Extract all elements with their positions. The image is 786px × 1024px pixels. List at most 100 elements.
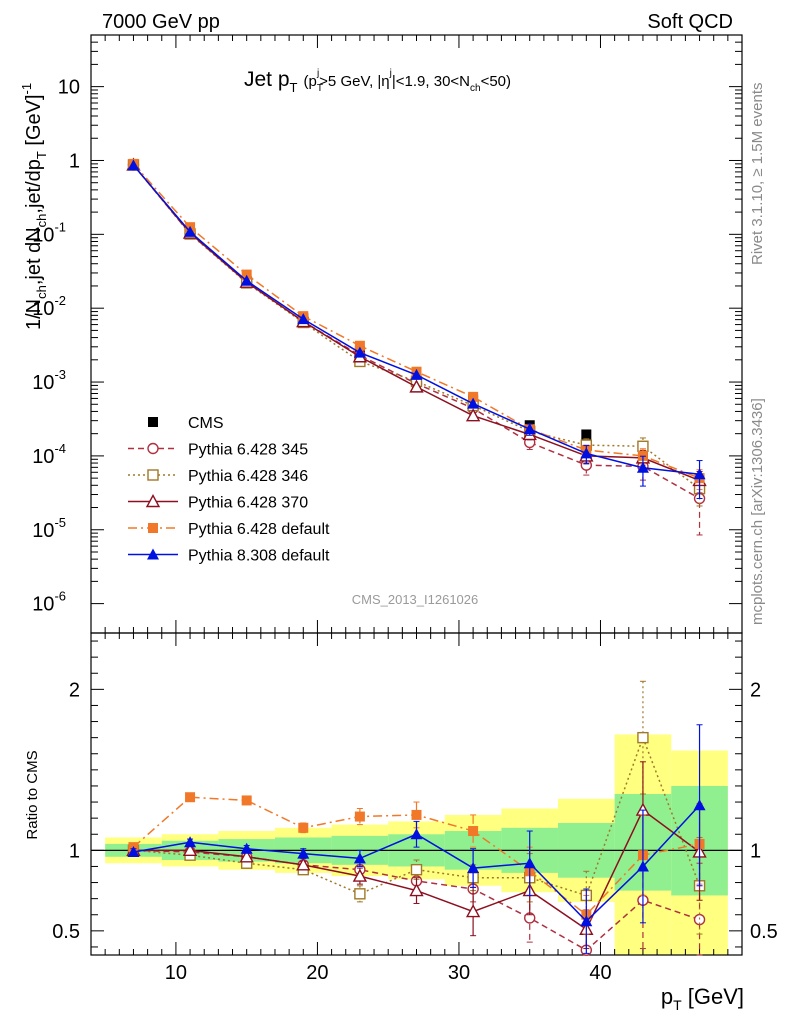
tick-exponent: -6 <box>54 589 66 604</box>
title-main: Jet p <box>244 68 290 91</box>
data-point <box>636 461 649 473</box>
ylabel-c: ,jet/dp <box>23 159 45 213</box>
legend: CMS Pythia 6.428 345 Pythia 6.428 346 Pythi… <box>128 415 330 565</box>
tick-exponent: -4 <box>54 441 66 456</box>
ratio-data-point <box>637 731 649 744</box>
title-nch-sub: ch <box>470 83 481 94</box>
top-panel-series <box>126 157 707 536</box>
ylabel-b-sub: ch <box>34 214 49 228</box>
legend-label: Pythia 6.428 default <box>188 521 330 538</box>
data-point <box>410 368 423 380</box>
top-y-tick-label: 10-3 <box>32 367 66 394</box>
ratio-data-point <box>296 857 311 871</box>
tick-exponent: -5 <box>54 515 66 530</box>
ratio-data-point <box>465 904 481 918</box>
legend-marker <box>145 494 161 508</box>
chart-title: Jet pT (pTj>5 GeV, |ηj|<1.9, 30<Nch<50) <box>244 68 511 95</box>
ratio-data-point <box>636 860 649 872</box>
ratio-data-point <box>409 883 424 897</box>
ylabel-a: 1/N <box>23 299 45 330</box>
series-5 <box>127 159 706 499</box>
ylabel-a-sub: ch <box>34 285 49 299</box>
data-point <box>468 391 479 402</box>
rivet-label: Rivet 3.1.10, ≥ 1.5M events <box>749 83 766 266</box>
title-p-rest: >5 GeV, |η <box>319 73 389 90</box>
ratio-y-tick-label-right: 2 <box>750 679 761 701</box>
title-p-sub: T <box>317 83 323 94</box>
ratio-y-tick-label-right: 1 <box>750 840 761 862</box>
x-axis-label: pT [GeV] <box>661 984 744 1013</box>
xlabel-b: [GeV] <box>682 984 744 1009</box>
ylabel-d-sup: -1 <box>19 83 34 95</box>
tick-base: 10 <box>32 446 54 468</box>
legend-label: Pythia 8.308 default <box>188 548 330 565</box>
data-point <box>580 447 593 459</box>
ratio-data-point <box>410 863 423 876</box>
tick-exponent: -1 <box>54 219 66 234</box>
top-y-tick-label: 10-2 <box>32 293 66 320</box>
ratio-data-point <box>411 809 422 820</box>
ratio-data-point <box>239 849 254 863</box>
data-point <box>353 346 366 358</box>
ratio-data-point <box>241 795 252 806</box>
tick-base: 10 <box>32 298 54 320</box>
title-p-sup: j <box>316 68 319 79</box>
legend-marker <box>147 548 159 560</box>
tick-base: 10 <box>32 520 54 542</box>
ratio-data-point <box>580 915 593 927</box>
ratio-data-point <box>184 836 197 848</box>
ratio-data-point <box>467 862 480 874</box>
ratio-data-point <box>354 811 365 822</box>
ratio-data-point <box>182 842 198 857</box>
xlabel-a: p <box>661 984 673 1009</box>
tick-base: 10 <box>58 77 80 99</box>
ratio-series-4 <box>127 724 706 954</box>
header-right: Soft QCD <box>647 11 733 33</box>
ratio-data-point <box>353 852 366 864</box>
mcplots-label: mcplots.cern.ch [arXiv:1306.3436] <box>749 398 766 625</box>
top-y-tick-label: 10-6 <box>32 589 66 616</box>
legend-label: Pythia 6.428 370 <box>188 495 308 512</box>
ratio-y-tick-label: 1 <box>69 840 80 862</box>
ratio-data-point <box>298 822 309 833</box>
data-point <box>467 397 480 409</box>
tick-base: 1 <box>69 150 80 172</box>
data-point <box>297 313 310 325</box>
data-point <box>581 429 592 440</box>
legend-marker <box>147 469 159 481</box>
ratio-data-point <box>185 792 196 803</box>
top-y-tick-label: 10-5 <box>32 515 66 542</box>
xlabel-sub: T <box>673 997 682 1013</box>
top-y-tick-label: 10 <box>58 77 80 99</box>
ratio-data-point <box>693 799 706 811</box>
ratio-data-point <box>127 845 140 857</box>
bottom-panel-axes: 0.5 0.5 1 1 2 2 10 20 30 40 <box>52 632 778 984</box>
data-point <box>409 379 424 393</box>
ylabel-b: ,jet dN <box>23 227 45 285</box>
analysis-id: CMS_2013_I1261026 <box>352 592 479 607</box>
data-point <box>523 423 536 435</box>
ratio-data-point <box>693 913 706 926</box>
ylabel-c-sub: T <box>34 151 49 159</box>
data-point <box>240 274 253 286</box>
data-point <box>693 468 706 480</box>
ylabel-d: [GeV] <box>23 94 45 151</box>
x-tick-label: 40 <box>589 962 611 984</box>
x-tick-label: 20 <box>306 962 328 984</box>
ratio-data-point <box>523 857 536 869</box>
tick-base: 10 <box>32 372 54 394</box>
tick-base: 10 <box>32 224 54 246</box>
title-eta-rest: |<1.9, 30<N <box>392 73 470 90</box>
data-point <box>127 159 140 171</box>
ratio-data-point <box>240 842 253 854</box>
bottom-panel-series <box>126 680 707 956</box>
x-tick-label: 30 <box>448 962 470 984</box>
data-point <box>354 340 365 351</box>
tick-base: 10 <box>32 594 54 616</box>
x-tick-label: 10 <box>165 962 187 984</box>
ratio-y-axis-label: Ratio to CMS <box>24 750 41 839</box>
legend-label: CMS <box>188 415 224 432</box>
header-left: 7000 GeV pp <box>102 11 220 33</box>
